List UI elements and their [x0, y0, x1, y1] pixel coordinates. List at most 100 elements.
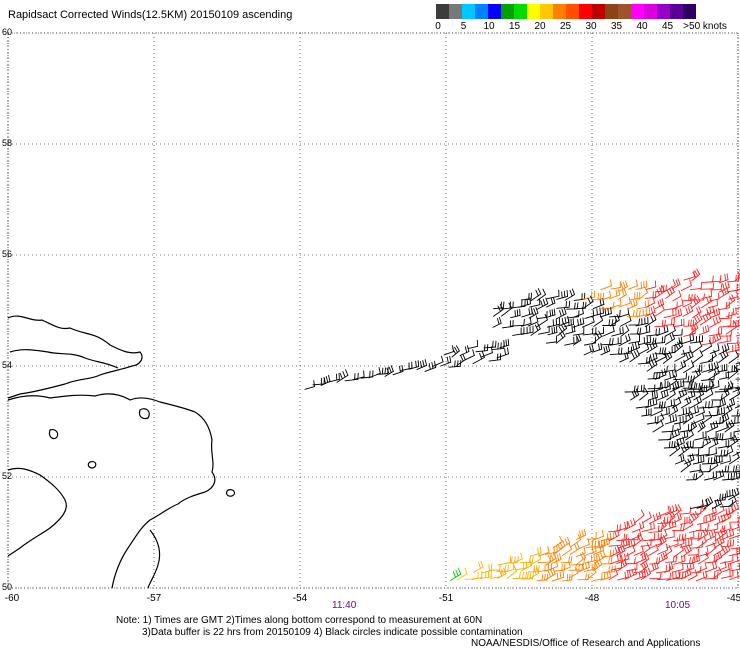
wind-barb: [736, 318, 740, 328]
wind-barb: [635, 316, 649, 327]
wind-barb: [616, 544, 626, 556]
wind-barb: [690, 499, 704, 510]
island-1: [48, 429, 59, 440]
wind-barb: [664, 562, 674, 573]
note-line-2: 3)Data buffer is 22 hrs from 20150109 4)…: [142, 627, 523, 638]
wind-barb: [672, 290, 682, 302]
wind-barb: [697, 420, 706, 433]
wind-barb: [610, 561, 623, 571]
wind-barb: [664, 324, 676, 337]
wind-barb: [690, 554, 700, 564]
wind-barb: [634, 569, 646, 580]
wind-barb: [727, 495, 737, 508]
wind-barb: [545, 308, 556, 318]
wind-barb: [640, 567, 651, 580]
wind-barb: [529, 567, 539, 579]
wind-barb: [472, 351, 485, 365]
wind-barb: [703, 431, 717, 441]
wind-barb: [735, 378, 740, 380]
wind-barb: [729, 569, 740, 581]
wind-barb: [483, 340, 497, 349]
wind-barb: [493, 303, 504, 317]
wind-barb: [706, 555, 718, 564]
wind-barb: [600, 557, 613, 565]
wind-barb: [681, 333, 695, 345]
wind-barb: [616, 533, 628, 542]
wind-barb: [538, 563, 553, 573]
wind-barb: [352, 370, 365, 381]
island-2: [87, 461, 97, 469]
wind-barb: [564, 336, 578, 346]
wind-barb: [664, 530, 675, 540]
wind-barb: [702, 387, 714, 401]
wind-barb: [618, 280, 628, 292]
wind-barb: [630, 388, 640, 401]
wind-barb: [680, 506, 691, 515]
wind-barb: [728, 451, 740, 465]
wind-barb: [735, 342, 740, 344]
wind-barb: [344, 372, 359, 382]
wind-barb: [680, 458, 692, 473]
wind-barb: [537, 297, 549, 310]
wind-barb: [559, 536, 571, 550]
wind-barb: [695, 468, 704, 481]
wind-barb: [449, 568, 462, 581]
wind-barb: [700, 282, 715, 290]
wind-barb: [665, 511, 676, 525]
wind-barb: [304, 380, 315, 390]
wind-barb: [663, 545, 673, 557]
wind-barb: [575, 528, 587, 540]
latitude-tick-label: 58: [2, 138, 13, 148]
wind-barb: [600, 531, 615, 542]
wind-barb: [687, 548, 700, 556]
wind-barb: [721, 489, 734, 499]
wind-barb: [686, 473, 698, 481]
time-label-east: 10:05: [665, 600, 691, 611]
wind-barb: [491, 342, 505, 350]
wind-barb: [582, 295, 594, 310]
wind-barb: [503, 562, 515, 573]
wind-barb: [735, 301, 740, 309]
wind-barb: [696, 562, 707, 573]
wind-barb: [646, 415, 659, 425]
wind-barb: [592, 529, 604, 541]
wind-barb: [489, 563, 501, 571]
wind-barb: [718, 319, 732, 328]
wind-barb: [727, 416, 740, 425]
wind-barb: [456, 567, 468, 581]
wind-barb: [545, 567, 556, 581]
wind-barb: [709, 274, 722, 283]
wind-barb: [624, 567, 638, 580]
wind-barb: [736, 297, 740, 300]
wind-barb: [646, 358, 658, 372]
wind-barb: [545, 335, 558, 344]
wind-barb: [636, 307, 651, 318]
wind-barb: [708, 437, 719, 449]
wind-barb: [547, 326, 558, 336]
wind-barb: [705, 447, 717, 457]
wind-barb: [552, 535, 563, 549]
wind-barb: [641, 532, 656, 542]
wind-barb: [459, 345, 470, 356]
wind-barb: [456, 353, 466, 366]
wind-barb: [572, 334, 582, 346]
colorbar-segment: [566, 4, 579, 19]
wind-barb: [691, 368, 701, 382]
wind-barb: [520, 556, 534, 563]
colorbar-label: 45: [661, 21, 674, 32]
colorbar-label: 5: [460, 21, 467, 32]
wind-barb: [706, 420, 719, 433]
wind-barb: [730, 547, 740, 550]
wind-barb: [734, 398, 740, 409]
wind-barb: [592, 558, 603, 572]
wind-barb: [648, 511, 662, 524]
wind-barb: [619, 314, 632, 327]
wind-barb: [721, 431, 735, 441]
wind-barb: [520, 325, 534, 335]
wind-barb: [384, 365, 394, 377]
wind-barb: [653, 401, 666, 409]
wind-barb: [722, 472, 735, 481]
wind-barb: [538, 546, 550, 557]
wind-barb: [733, 430, 740, 433]
wind-barb: [650, 404, 663, 417]
